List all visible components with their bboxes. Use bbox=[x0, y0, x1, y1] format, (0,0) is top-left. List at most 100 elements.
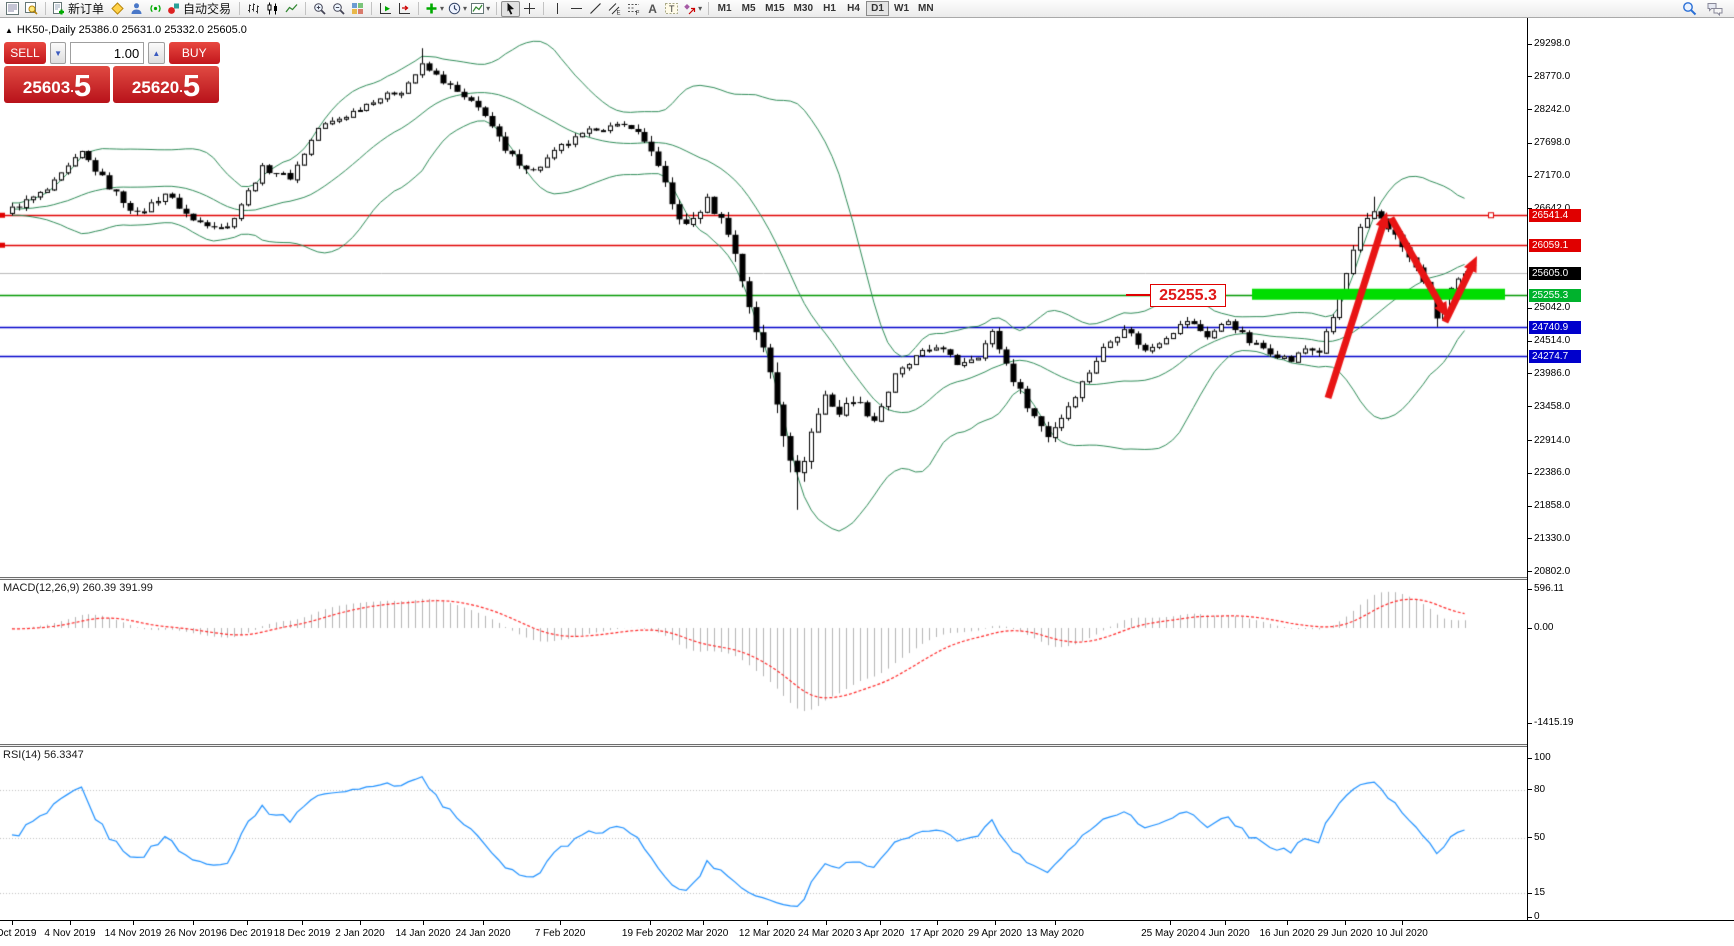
macd-value-main: 260.39 bbox=[82, 582, 117, 594]
volume-increase-button[interactable]: ▲ bbox=[148, 42, 165, 64]
metaeditor-icon[interactable] bbox=[108, 1, 127, 17]
panel-separator[interactable] bbox=[0, 744, 1734, 747]
buy-button[interactable]: BUY bbox=[168, 42, 220, 64]
toolbar-separator bbox=[239, 2, 241, 15]
autotrading-label: 自动交易 bbox=[183, 2, 232, 16]
price-tick-label: 27170.0 bbox=[1534, 170, 1571, 182]
one-click-collapse-toggle[interactable]: ▲ bbox=[5, 25, 13, 35]
timeframe-m15[interactable]: M15 bbox=[765, 3, 785, 14]
date-label: 24 Mar 2020 bbox=[797, 928, 855, 939]
date-tick bbox=[995, 921, 996, 925]
price-axis[interactable]: 29298.0 28770.0 28242.0 27698.0 27170.0 26642… bbox=[1527, 18, 1734, 922]
symbol-ohlc-line: HK50-,Daily 25386.0 25631.0 25332.0 2560… bbox=[16, 24, 247, 36]
axis-tick bbox=[1528, 757, 1532, 759]
shapes-button[interactable]: ▾ bbox=[681, 1, 704, 17]
community-icon[interactable] bbox=[127, 1, 146, 17]
date-tick bbox=[12, 921, 13, 925]
sell-price-button[interactable]: 25603. 5 bbox=[4, 66, 110, 103]
strategy-tester-icon[interactable] bbox=[22, 1, 41, 17]
line-chart-icon[interactable] bbox=[282, 1, 301, 17]
timeframe-d1[interactable]: D1 bbox=[866, 1, 889, 16]
price-level-label[interactable]: 25255.3 bbox=[1150, 284, 1226, 307]
date-label: 29 Jun 2020 bbox=[1317, 928, 1373, 939]
price-tick-label: 21330.0 bbox=[1534, 532, 1571, 544]
timeframe-w1[interactable]: W1 bbox=[894, 3, 909, 14]
toolbar-separator bbox=[418, 2, 420, 15]
axis-tick bbox=[1528, 43, 1532, 45]
axis-tick bbox=[1528, 340, 1532, 342]
search-icon[interactable] bbox=[1680, 1, 1699, 17]
market-watch-icon[interactable] bbox=[3, 1, 22, 17]
zoom-in-icon[interactable] bbox=[310, 1, 329, 17]
volume-input[interactable] bbox=[70, 42, 145, 64]
timeframe-mn[interactable]: MN bbox=[918, 3, 934, 14]
templates-button[interactable]: ▾ bbox=[469, 1, 492, 17]
cursor-tool-button[interactable] bbox=[501, 0, 521, 17]
new-order-button[interactable]: 新订单 bbox=[50, 1, 108, 17]
price-badge: 24274.7 bbox=[1529, 349, 1581, 363]
toolbar-separator bbox=[496, 2, 498, 15]
axis-tick bbox=[1528, 916, 1532, 918]
buy-price-button[interactable]: 25620. 5 bbox=[113, 66, 219, 103]
volume-decrease-button[interactable]: ▼ bbox=[49, 42, 67, 64]
text-label-tool-button[interactable]: T bbox=[662, 1, 681, 17]
toolbar-separator bbox=[305, 2, 307, 15]
price-tick-label: 22914.0 bbox=[1534, 434, 1571, 446]
candlestick-chart-icon[interactable] bbox=[263, 1, 282, 17]
date-tick bbox=[247, 921, 248, 925]
triangle-up-icon: ▲ bbox=[152, 48, 161, 58]
sell-button[interactable]: SELL bbox=[4, 42, 46, 64]
timeframe-h1[interactable]: H1 bbox=[823, 3, 836, 14]
panel-separator[interactable] bbox=[0, 577, 1734, 580]
macd-value-signal: 391.99 bbox=[119, 582, 153, 594]
indicators-button[interactable]: ▾ bbox=[423, 1, 446, 17]
price-tick-label: 22386.0 bbox=[1534, 467, 1571, 479]
price-tick-label: 27698.0 bbox=[1534, 137, 1571, 149]
rsi-tick-label: 80 bbox=[1534, 783, 1546, 795]
date-tick bbox=[302, 921, 303, 925]
chevron-down-icon: ▾ bbox=[698, 4, 703, 13]
trendline-tool-button[interactable] bbox=[586, 1, 605, 17]
date-tick bbox=[483, 921, 484, 925]
date-tick bbox=[1345, 921, 1346, 925]
chart-shift-icon[interactable] bbox=[395, 1, 414, 17]
periods-button[interactable]: ▾ bbox=[446, 1, 469, 17]
vertical-line-tool-button[interactable] bbox=[548, 1, 567, 17]
price-chart-canvas[interactable] bbox=[0, 18, 1527, 577]
equidistant-channel-tool-button[interactable]: E bbox=[605, 1, 624, 17]
autoscroll-icon[interactable] bbox=[376, 1, 395, 17]
toolbar: 新订单 自动交易 ▾ ▾ ▾ E F A T ▾ M1 M5 M15 M30 H1 H4 D… bbox=[0, 0, 1734, 18]
signals-icon[interactable] bbox=[146, 1, 165, 17]
price-tick-label: 24514.0 bbox=[1534, 335, 1571, 347]
axis-tick bbox=[1528, 472, 1532, 474]
bar-chart-icon[interactable] bbox=[244, 1, 263, 17]
chevron-down-icon: ▾ bbox=[463, 4, 468, 13]
timeframe-h4[interactable]: H4 bbox=[847, 3, 860, 14]
timeframe-m1[interactable]: M1 bbox=[717, 3, 732, 14]
rsi-panel-canvas[interactable] bbox=[0, 747, 1527, 919]
tile-windows-icon[interactable] bbox=[348, 1, 367, 17]
axis-tick bbox=[1528, 892, 1532, 894]
chevron-down-icon: ▾ bbox=[486, 4, 491, 13]
macd-panel-canvas[interactable] bbox=[0, 580, 1527, 744]
price-tick-label: 29298.0 bbox=[1534, 38, 1571, 49]
crosshair-tool-button[interactable] bbox=[520, 1, 539, 17]
timeframe-m30[interactable]: M30 bbox=[793, 3, 813, 14]
autotrading-button[interactable]: 自动交易 bbox=[165, 1, 235, 17]
chevron-down-icon: ▾ bbox=[440, 4, 445, 13]
buy-price-dot: . bbox=[179, 80, 183, 96]
fibonacci-tool-button[interactable]: F bbox=[624, 1, 643, 17]
text-tool-button[interactable]: A bbox=[648, 1, 657, 16]
axis-tick bbox=[1528, 722, 1532, 724]
timeframe-m5[interactable]: M5 bbox=[741, 3, 756, 14]
price-badge: 25255.3 bbox=[1529, 288, 1581, 302]
horizontal-line-tool-button[interactable] bbox=[567, 1, 586, 17]
date-label: 29 Apr 2020 bbox=[968, 928, 1022, 939]
sell-price-frac: 5 bbox=[73, 68, 92, 103]
date-tick bbox=[133, 921, 134, 925]
price-tick-label: 23458.0 bbox=[1534, 400, 1571, 412]
macd-name: MACD(12,26,9) bbox=[3, 582, 80, 594]
zoom-out-icon[interactable] bbox=[329, 1, 348, 17]
chat-icon[interactable] bbox=[1705, 1, 1725, 17]
